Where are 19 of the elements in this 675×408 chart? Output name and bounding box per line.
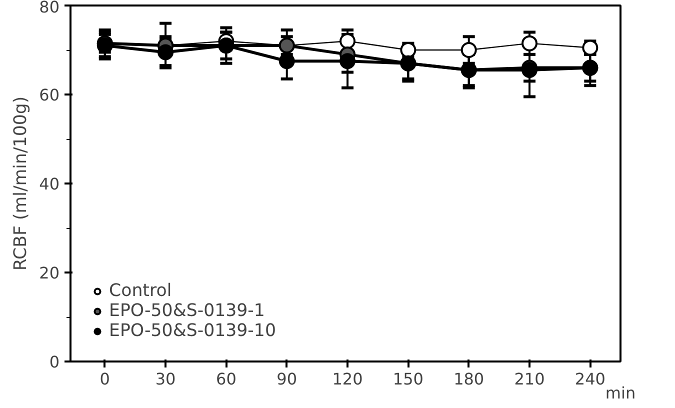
x-tick-label: 240 bbox=[574, 370, 606, 388]
legend-label: EPO-50&S-0139-10 bbox=[109, 321, 276, 341]
y-tick-label: 0 bbox=[49, 352, 60, 372]
x-tick-label: 0 bbox=[100, 370, 110, 388]
x-tick-label: 210 bbox=[514, 370, 545, 388]
y-tick-label: 20 bbox=[39, 264, 60, 282]
y-axis-title: RCBF (ml/min/100g) bbox=[11, 96, 32, 271]
legend-label: Control bbox=[109, 281, 172, 301]
x-tick-label: 150 bbox=[392, 370, 424, 388]
x-tick-label: 180 bbox=[454, 370, 484, 388]
x-axis-title: min bbox=[605, 384, 636, 402]
y-tick-label: 60 bbox=[39, 86, 60, 104]
y-tick-label: 40 bbox=[39, 174, 60, 194]
y-tick-label: 80 bbox=[39, 0, 60, 16]
x-tick-label: 60 bbox=[216, 370, 236, 388]
x-tick-label: 30 bbox=[155, 370, 176, 388]
x-tick-label: 90 bbox=[276, 370, 298, 388]
x-tick-label: 120 bbox=[332, 370, 363, 388]
legend-label: EPO-50&S-0139-1 bbox=[109, 301, 265, 321]
